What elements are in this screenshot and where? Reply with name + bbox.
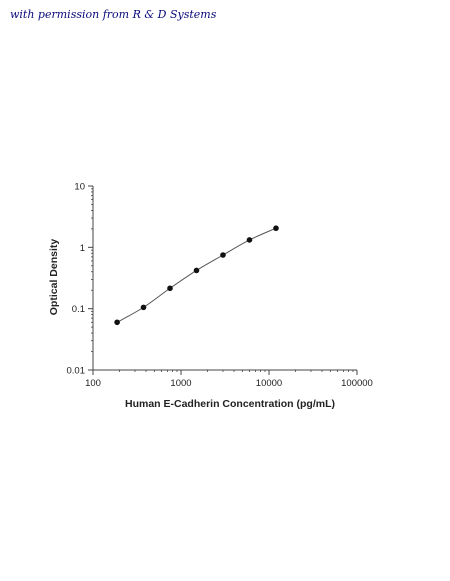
y-tick-label: 1 — [80, 243, 85, 254]
y-tick-label: 0.01 — [67, 366, 86, 377]
data-point — [140, 304, 147, 311]
data-points — [114, 225, 279, 326]
x-tick-label: 100000 — [341, 378, 373, 389]
x-axis-label: Human E-Cadherin Concentration (pg/mL) — [125, 398, 335, 410]
y-tick-label: 10 — [74, 182, 85, 193]
permission-caption: with permission from R & D Systems — [10, 8, 217, 21]
y-axis-ticks: 10 1 0.1 0.01 — [67, 182, 93, 377]
y-tick-label: 0.1 — [72, 304, 85, 315]
data-point — [246, 237, 253, 243]
data-point — [114, 319, 120, 326]
x-tick-label: 10000 — [256, 378, 282, 389]
data-point — [220, 252, 226, 258]
data-point — [193, 267, 200, 274]
x-tick-label: 100 — [85, 378, 101, 389]
data-point — [167, 285, 173, 292]
y-axis-label: Optical Density — [48, 239, 60, 316]
x-tick-label: 1000 — [170, 378, 191, 389]
data-point — [273, 225, 279, 232]
x-axis-ticks: 100 1000 10000 100000 — [85, 370, 373, 389]
